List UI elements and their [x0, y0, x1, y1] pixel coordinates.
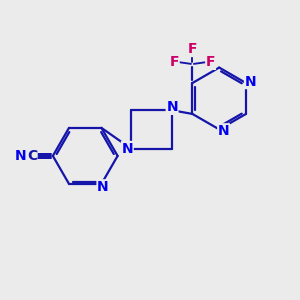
Text: F: F: [169, 55, 179, 69]
Text: N: N: [97, 180, 109, 194]
Text: C: C: [27, 149, 37, 163]
Text: N: N: [244, 74, 256, 88]
Text: F: F: [188, 42, 197, 56]
Text: N: N: [122, 142, 133, 155]
Text: N: N: [166, 100, 178, 114]
Text: N: N: [218, 124, 230, 138]
Text: F: F: [206, 55, 215, 69]
Text: N: N: [15, 149, 27, 163]
